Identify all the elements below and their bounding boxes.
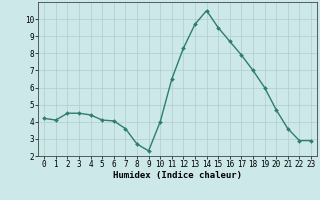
X-axis label: Humidex (Indice chaleur): Humidex (Indice chaleur) <box>113 171 242 180</box>
